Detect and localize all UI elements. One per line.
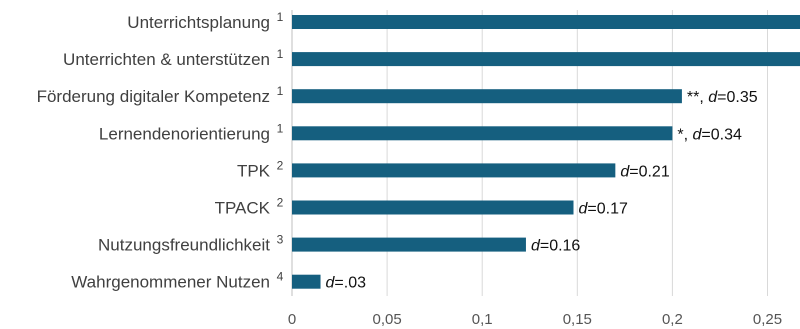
category-label: Nutzungsfreundlichkeit	[98, 236, 270, 255]
data-label: *, d=0.34	[677, 126, 742, 143]
category-label: TPACK	[215, 199, 271, 218]
x-axis-ticks: 00,050,10,150,20,250,30,350,40,45	[288, 311, 782, 328]
x-tick-label: 0,2	[662, 311, 683, 328]
data-label: d=0.16	[531, 238, 580, 255]
data-labels: **, d=0.54**, d=0.48**, d=0.35*, d=0.34d…	[326, 89, 758, 292]
category-superscript: 2	[277, 158, 284, 172]
x-tick-label: 0,1	[472, 311, 493, 328]
bars	[292, 15, 800, 289]
bar	[292, 89, 682, 104]
bar	[292, 126, 673, 141]
data-label: d=0.17	[578, 201, 627, 218]
bar	[292, 274, 321, 289]
category-labels: Unterrichtsplanung 1 Unterrichten & unters…	[37, 10, 284, 292]
category-label: Förderung digitaler Kompetenz	[37, 87, 270, 106]
category-label: TPK	[237, 161, 271, 180]
bar	[292, 163, 616, 178]
x-tick-label: 0,25	[753, 311, 782, 328]
category-label: Unterrichtsplanung	[127, 13, 270, 32]
category-superscript: 1	[277, 47, 284, 61]
bar	[292, 237, 526, 252]
category-superscript: 1	[277, 84, 284, 98]
data-label: d=.03	[326, 275, 367, 292]
data-label: d=0.21	[620, 163, 669, 180]
bar	[292, 200, 574, 215]
x-tick-label: 0,15	[563, 311, 592, 328]
category-superscript: 1	[277, 10, 284, 24]
category-label: Unterrichten & unterstützen	[63, 50, 270, 69]
category-superscript: 4	[277, 270, 284, 284]
bar	[292, 15, 800, 29]
x-tick-label: 0	[288, 311, 296, 328]
category-superscript: 2	[277, 196, 284, 210]
bar	[292, 52, 800, 67]
category-superscript: 3	[277, 233, 284, 247]
category-label: Wahrgenommener Nutzen	[71, 273, 270, 292]
data-label: **, d=0.35	[687, 89, 758, 106]
category-label: Lernendenorientierung	[99, 124, 270, 143]
x-tick-label: 0,05	[372, 311, 401, 328]
category-superscript: 1	[277, 121, 284, 135]
